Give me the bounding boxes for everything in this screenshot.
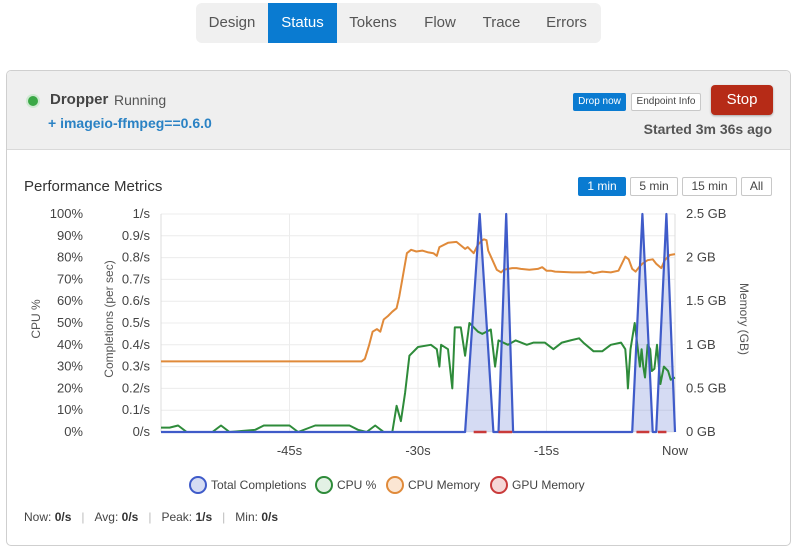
completions-tick-label: 0/s bbox=[133, 424, 151, 439]
completions-tick-label: 0.3/s bbox=[122, 359, 151, 374]
range-15min-button[interactable]: 15 min bbox=[682, 177, 737, 196]
completions-tick-label: 0.9/s bbox=[122, 228, 151, 243]
process-state: Running bbox=[114, 92, 167, 108]
range-all-button[interactable]: All bbox=[741, 177, 772, 196]
metrics-title: Performance Metrics bbox=[24, 178, 163, 195]
legend-gpu-memory[interactable]: GPU Memory bbox=[490, 476, 585, 494]
completions-axis-label: Completions (per sec) bbox=[102, 260, 116, 377]
cpu-tick-label: 50% bbox=[57, 315, 83, 330]
completions-tick-label: 0.8/s bbox=[122, 250, 151, 265]
time-tick-label: Now bbox=[662, 443, 689, 458]
cpu-tick-label: 60% bbox=[57, 293, 83, 308]
process-header: Dropper Running + imageio-ffmpeg==0.6.0 … bbox=[7, 71, 790, 150]
legend-label: CPU Memory bbox=[408, 478, 481, 492]
tab-bar: Design Status Tokens Flow Trace Errors bbox=[196, 3, 601, 43]
completions-tick-label: 0.1/s bbox=[122, 402, 151, 417]
range-1min-button[interactable]: 1 min bbox=[578, 177, 626, 196]
memory-tick-label: 0 GB bbox=[686, 424, 716, 439]
completions-tick-label: 0.6/s bbox=[122, 293, 151, 308]
legend-cpu-percent[interactable]: CPU % bbox=[315, 476, 376, 494]
completions-tick-label: 1/s bbox=[133, 206, 151, 221]
legend-swatch-icon bbox=[490, 476, 508, 494]
stop-button[interactable]: Stop bbox=[711, 85, 773, 115]
performance-chart: 0% 10% 20% 30% 40% 50% 60% 70% 80% 90% 100% 0/s 0.1… bbox=[29, 206, 751, 458]
tab-flow[interactable]: Flow bbox=[424, 14, 456, 31]
legend-total-completions[interactable]: Total Completions bbox=[189, 476, 306, 494]
cpu-percent-line bbox=[161, 322, 676, 433]
stat-now-value: 0/s bbox=[54, 510, 72, 524]
series-layer bbox=[161, 212, 677, 434]
stat-avg-label: Avg: bbox=[94, 510, 119, 524]
stat-now-label: Now: bbox=[24, 510, 52, 524]
completions-tick-label: 0.5/s bbox=[122, 315, 151, 330]
completions-tick-label: 0.2/s bbox=[122, 380, 151, 395]
stat-avg-value: 0/s bbox=[121, 510, 139, 524]
completions-tick-label: 0.7/s bbox=[122, 271, 151, 286]
drop-now-button[interactable]: Drop now bbox=[573, 93, 626, 111]
process-panel: Dropper Running + imageio-ffmpeg==0.6.0 … bbox=[6, 70, 791, 546]
memory-tick-label: 0.5 GB bbox=[686, 380, 726, 395]
range-5min-button[interactable]: 5 min bbox=[630, 177, 678, 196]
cpu-memory-line bbox=[161, 238, 676, 363]
endpoint-info-button[interactable]: Endpoint Info bbox=[631, 93, 701, 111]
package-link[interactable]: + imageio-ffmpeg==0.6.0 bbox=[48, 115, 212, 131]
memory-tick-label: 2 GB bbox=[686, 250, 716, 265]
stat-peak-value: 1/s bbox=[195, 510, 213, 524]
legend-swatch-icon bbox=[189, 476, 207, 494]
status-indicator-icon bbox=[28, 96, 38, 106]
time-tick-label: -15s bbox=[534, 443, 560, 458]
legend-swatch-icon bbox=[386, 476, 404, 494]
legend-label: CPU % bbox=[337, 478, 377, 492]
tab-errors[interactable]: Errors bbox=[546, 14, 587, 31]
memory-tick-label: 1 GB bbox=[686, 337, 716, 352]
tab-trace[interactable]: Trace bbox=[482, 14, 521, 31]
tab-design[interactable]: Design bbox=[208, 14, 256, 31]
cpu-tick-label: 10% bbox=[57, 402, 83, 417]
cpu-tick-label: 0% bbox=[64, 424, 83, 439]
completions-line bbox=[161, 212, 677, 434]
cpu-tick-label: 90% bbox=[57, 228, 83, 243]
cpu-tick-label: 70% bbox=[57, 271, 83, 286]
stats-bar: Now: 0/s | Avg: 0/s | Peak: 1/s | Min: 0… bbox=[24, 510, 278, 524]
completions-axis: 0/s 0.1/s 0.2/s 0.3/s 0.4/s 0.5/s 0.6/s 0.7/s 0.… bbox=[122, 206, 151, 439]
legend-cpu-memory[interactable]: CPU Memory bbox=[386, 476, 480, 494]
chart-grid bbox=[160, 213, 676, 433]
memory-axis: 0 GB 0.5 GB 1 GB 1.5 GB 2 GB 2.5 GB bbox=[686, 206, 726, 439]
stat-min-value: 0/s bbox=[261, 510, 278, 524]
stat-min-label: Min: bbox=[235, 510, 258, 524]
cpu-tick-label: 20% bbox=[57, 380, 83, 395]
cpu-axis-label: CPU % bbox=[29, 299, 43, 339]
tab-tokens[interactable]: Tokens bbox=[349, 14, 397, 31]
cpu-tick-label: 30% bbox=[57, 359, 83, 374]
stat-peak-label: Peak: bbox=[161, 510, 193, 524]
memory-tick-label: 2.5 GB bbox=[686, 206, 726, 221]
cpu-tick-label: 40% bbox=[57, 337, 83, 352]
memory-tick-label: 1.5 GB bbox=[686, 293, 726, 308]
started-time: Started 3m 36s ago bbox=[643, 121, 772, 137]
legend-label: Total Completions bbox=[211, 478, 307, 492]
process-name: Dropper bbox=[50, 91, 109, 108]
time-tick-label: -45s bbox=[277, 443, 303, 458]
cpu-tick-label: 80% bbox=[57, 250, 83, 265]
completions-tick-label: 0.4/s bbox=[122, 337, 151, 352]
legend-swatch-icon bbox=[315, 476, 333, 494]
cpu-tick-label: 100% bbox=[50, 206, 84, 221]
tab-status[interactable]: Status bbox=[268, 3, 337, 43]
time-axis: -45s -30s -15s Now bbox=[277, 443, 689, 458]
cpu-axis: 0% 10% 20% 30% 40% 50% 60% 70% 80% 90% 100% bbox=[50, 206, 84, 439]
time-tick-label: -30s bbox=[405, 443, 431, 458]
legend-label: GPU Memory bbox=[512, 478, 585, 492]
memory-axis-label: Memory (GB) bbox=[737, 283, 751, 355]
